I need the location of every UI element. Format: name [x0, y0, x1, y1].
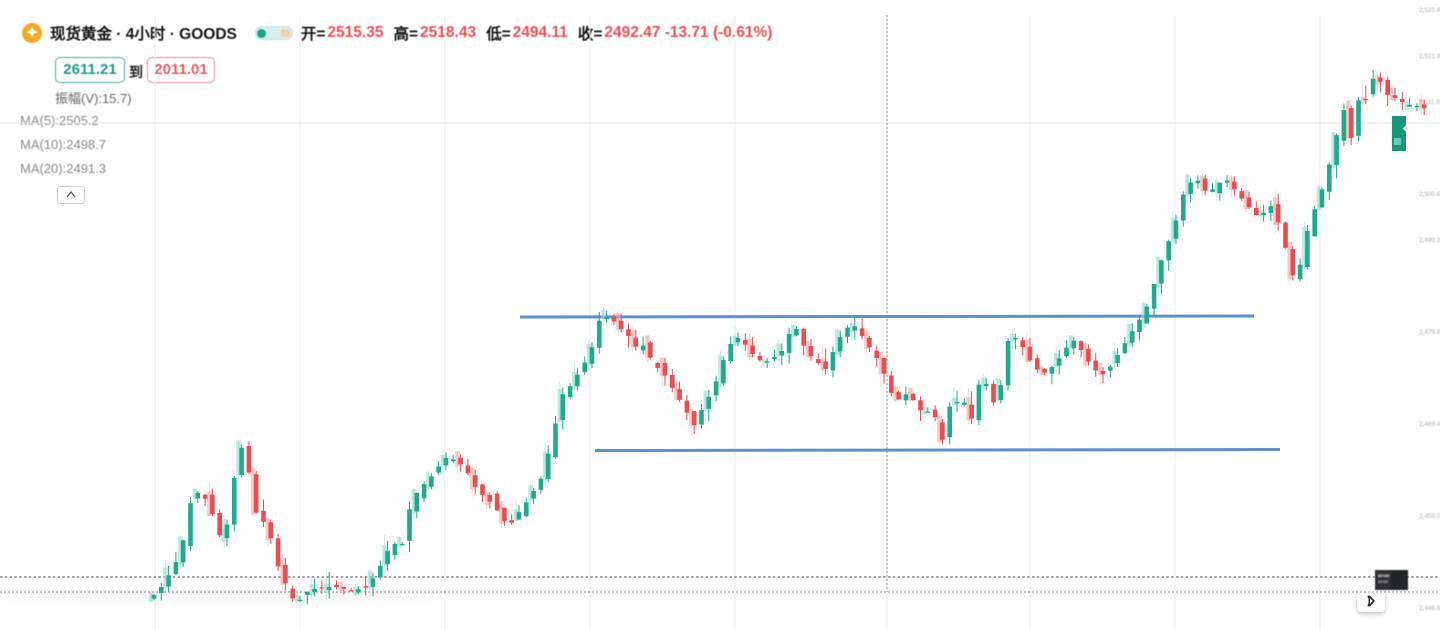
svg-text:2,521.4: 2,521.4 [1419, 53, 1440, 60]
svg-text:2,479.8: 2,479.8 [1419, 329, 1440, 336]
svg-text:2,448.6: 2,448.6 [1419, 605, 1440, 612]
svg-text:10:00: 10:00 [1378, 579, 1389, 584]
svg-text:2,459.0: 2,459.0 [1419, 513, 1440, 520]
svg-text:2,469.4: 2,469.4 [1419, 421, 1440, 428]
svg-text:2,500.6: 2,500.6 [1419, 191, 1440, 198]
svg-text:2,531.8: 2,531.8 [1419, 7, 1440, 14]
svg-text:2,490.2: 2,490.2 [1419, 237, 1440, 244]
svg-text:2,511.0: 2,511.0 [1419, 99, 1440, 106]
svg-text:62430: 62430 [1378, 573, 1390, 578]
